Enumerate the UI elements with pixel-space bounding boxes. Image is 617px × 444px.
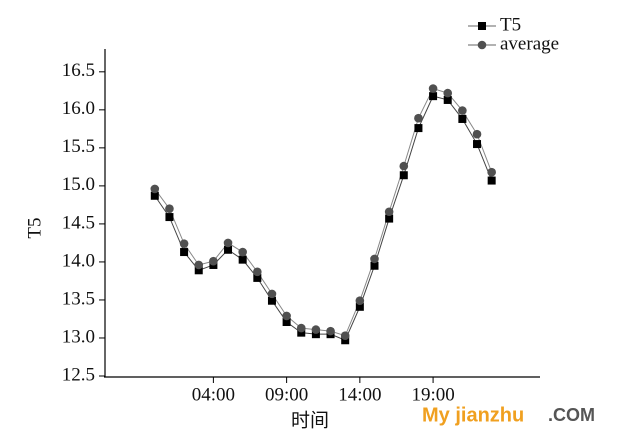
data-point (487, 167, 496, 177)
data-point (165, 213, 174, 222)
data-point (223, 238, 233, 248)
series-line (154, 87, 493, 337)
legend-label: average (500, 33, 559, 54)
data-point (340, 331, 350, 340)
x-tick-label: 09:00 (265, 384, 308, 405)
data-point (458, 114, 467, 123)
data-point (443, 95, 452, 104)
data-point (253, 267, 262, 277)
y-tick-label: 14.5 (62, 212, 95, 233)
data-point (487, 176, 496, 185)
data-point (429, 92, 438, 101)
data-point (179, 239, 189, 248)
legend-marker (478, 22, 486, 30)
x-axis-label: 时间 (291, 409, 329, 431)
data-point (209, 256, 218, 266)
watermark-brand: My jianzhu (422, 404, 524, 426)
y-tick-label: 16.0 (62, 98, 95, 119)
data-point (194, 260, 204, 270)
y-tick-label: 12.5 (62, 364, 95, 385)
data-point (399, 171, 408, 180)
data-point (238, 247, 247, 257)
data-point (414, 113, 423, 123)
data-point (282, 318, 291, 327)
x-tick-label: 04:00 (192, 384, 235, 405)
series-line (154, 95, 493, 341)
data-point (473, 140, 482, 149)
data-point (150, 191, 159, 200)
data-point (472, 129, 482, 139)
data-point (311, 325, 321, 334)
data-point (180, 248, 189, 257)
data-point (297, 328, 306, 337)
data-point (355, 302, 364, 311)
data-point (165, 204, 174, 213)
data-point (370, 254, 379, 264)
y-tick-label: 16.5 (62, 60, 95, 81)
legend-label: T5 (500, 14, 521, 35)
data-point (384, 207, 394, 217)
y-axis-label: T5 (24, 217, 45, 238)
data-point (267, 289, 277, 299)
data-point (238, 255, 247, 264)
data-point (385, 214, 394, 223)
data-point (224, 245, 233, 254)
data-point (399, 161, 409, 171)
data-point (296, 323, 306, 333)
data-point (428, 84, 438, 93)
data-point (443, 88, 453, 98)
data-point (253, 273, 262, 282)
data-point (370, 261, 379, 270)
data-point (282, 311, 291, 321)
data-point (458, 106, 467, 115)
y-tick-label: 14.0 (62, 250, 95, 271)
data-point (341, 336, 350, 345)
data-point (150, 184, 160, 194)
data-point (326, 326, 335, 336)
data-point (311, 330, 320, 339)
x-tick-label: 14:00 (338, 384, 381, 405)
data-point (194, 266, 203, 275)
x-tick-label: 19:00 (411, 384, 454, 405)
y-tick-label: 13.0 (62, 326, 95, 347)
watermark-suffix: .COM (548, 405, 595, 425)
data-point (414, 124, 423, 133)
data-point (355, 296, 365, 306)
y-tick-label: 15.5 (62, 136, 95, 157)
data-point (267, 296, 276, 305)
y-tick-label: 13.5 (62, 288, 95, 309)
legend-marker (477, 40, 487, 50)
y-tick-label: 15.0 (62, 174, 95, 195)
